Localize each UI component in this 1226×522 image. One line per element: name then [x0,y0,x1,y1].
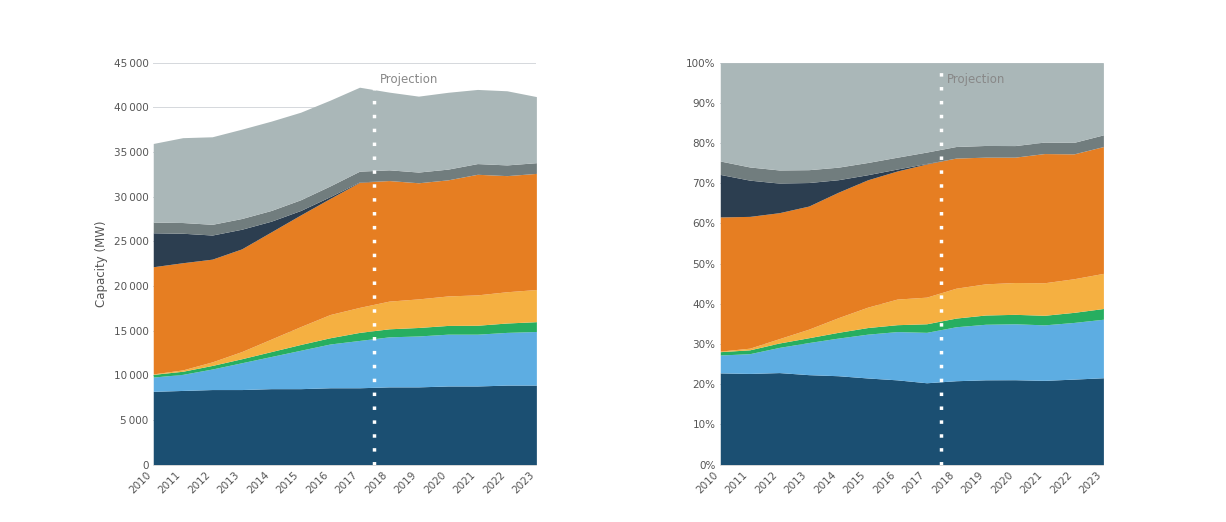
Text: Projection: Projection [948,73,1005,86]
Legend: Natural Gas, Petroleum, Coal and Coke, Nuclear, Solar, Biomass / Geothermal, Win: Natural Gas, Petroleum, Coal and Coke, N… [548,153,709,310]
Text: Projection: Projection [380,74,439,86]
Y-axis label: Capacity (MW): Capacity (MW) [94,220,108,307]
